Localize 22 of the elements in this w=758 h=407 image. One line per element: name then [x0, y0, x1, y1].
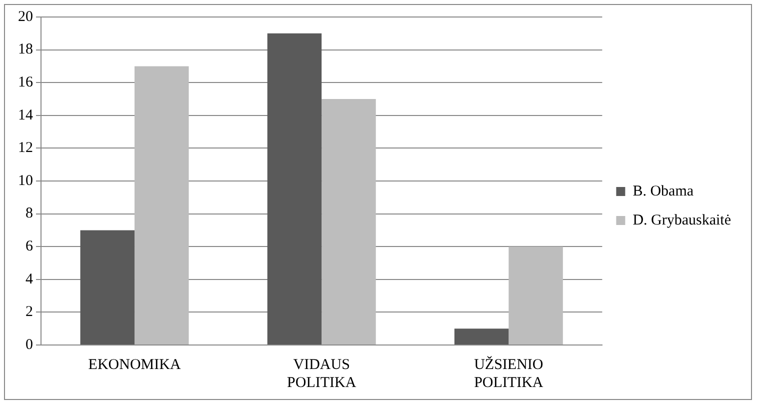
- y-tick-label: 16: [18, 74, 34, 91]
- bar: [80, 230, 135, 344]
- y-tick-label: 0: [26, 336, 33, 353]
- bar: [134, 66, 189, 344]
- y-tick-label: 4: [26, 271, 34, 288]
- x-tick-label: EKONOMIKA: [88, 356, 181, 373]
- bar: [508, 246, 563, 344]
- bar: [267, 33, 322, 344]
- x-tick-label: UŽSIENIO POLITIKA: [474, 356, 544, 391]
- y-tick-label: 6: [26, 238, 34, 255]
- x-tick-label: VIDAUS POLITIKA: [287, 356, 356, 391]
- y-tick-label: 8: [26, 206, 33, 222]
- y-tick-label: 12: [18, 140, 33, 156]
- bar: [322, 99, 376, 344]
- bar: [454, 328, 509, 344]
- y-tick-label: 14: [18, 107, 34, 124]
- legend-label: D. Grybauskaitė: [632, 212, 732, 228]
- legend-label: B. Obama: [632, 183, 694, 200]
- y-tick-label: 20: [18, 8, 33, 25]
- y-tick-label: 18: [18, 42, 33, 58]
- y-tick-label: 10: [18, 172, 33, 189]
- y-tick-label: 2: [26, 304, 33, 320]
